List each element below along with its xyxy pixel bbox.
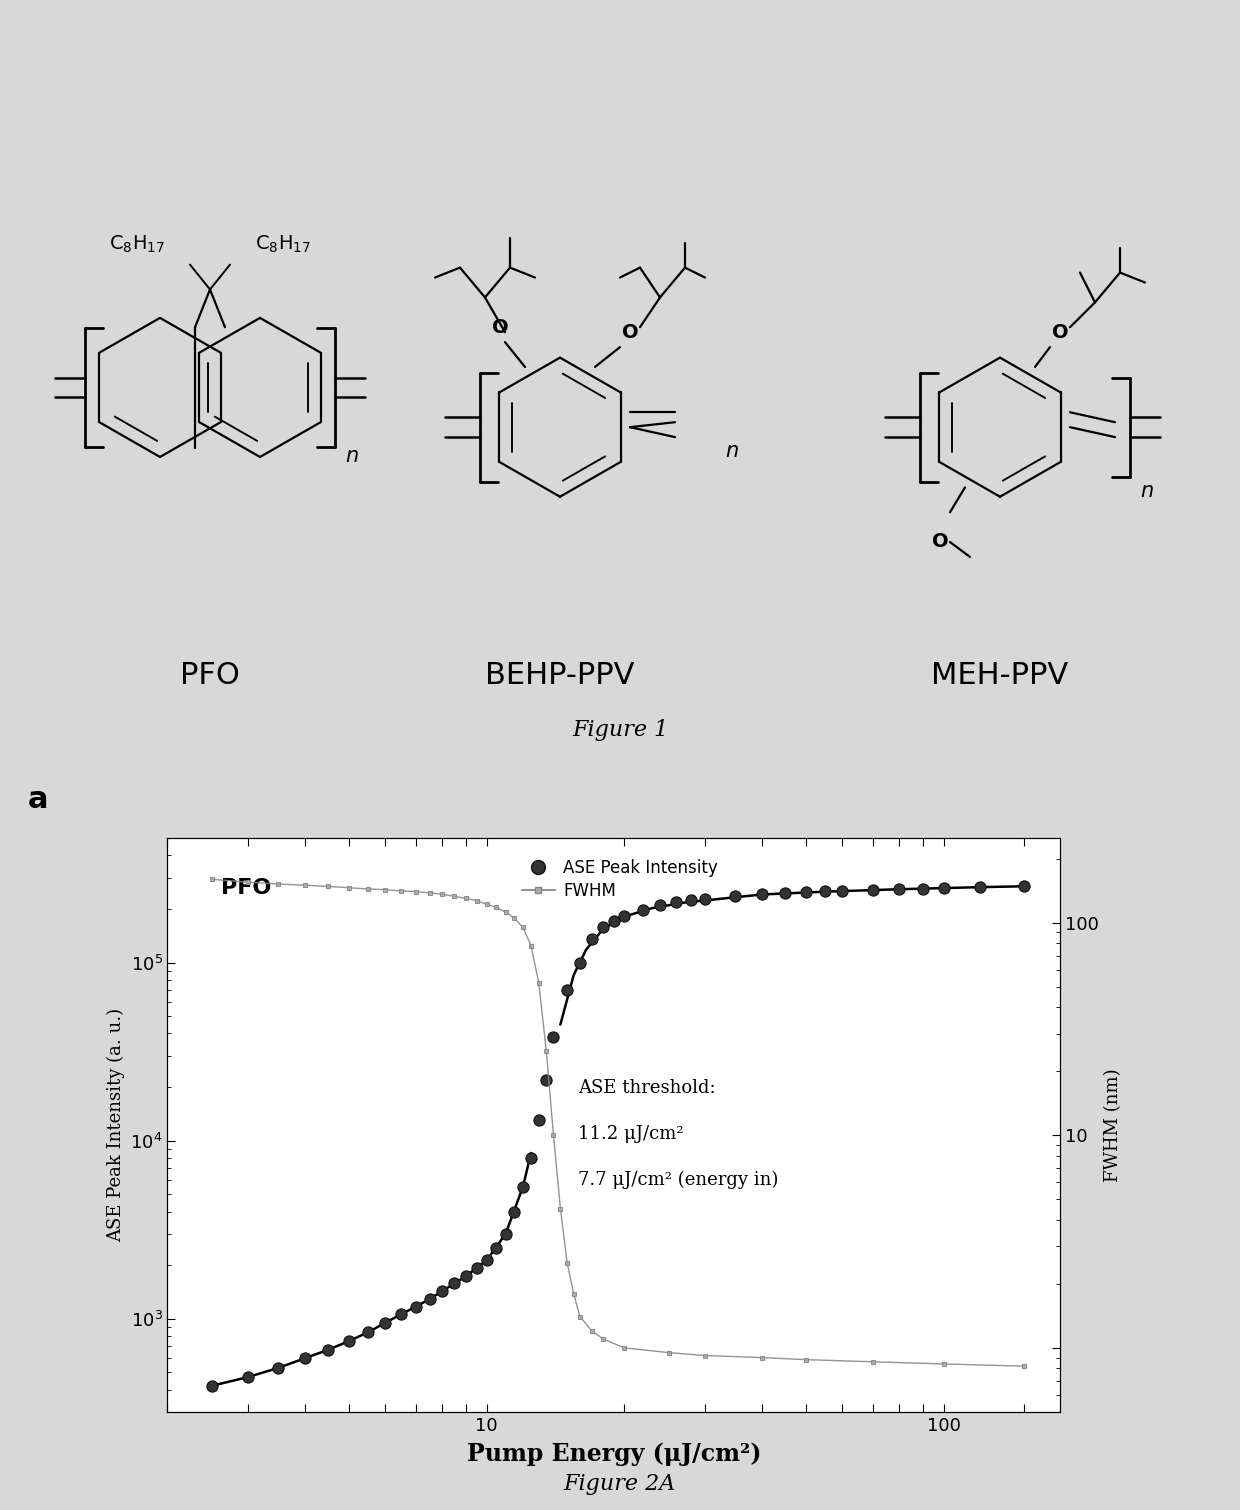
Point (1014, 874, 1034, 898)
Text: O: O (931, 532, 949, 551)
X-axis label: Pump Energy (μJ/cm²): Pump Energy (μJ/cm²) (466, 1442, 761, 1466)
Point (376, 1311, 396, 1335)
Point (582, 927, 601, 951)
Point (796, 880, 816, 904)
Point (445, 1271, 465, 1296)
Text: PFO: PFO (180, 661, 239, 690)
Text: ASE threshold:: ASE threshold: (578, 1080, 715, 1098)
Point (651, 892, 671, 917)
Text: n: n (1140, 480, 1153, 501)
Y-axis label: FWHM (nm): FWHM (nm) (1105, 1068, 1122, 1182)
Point (340, 1329, 360, 1353)
Point (681, 888, 701, 912)
Text: $\mathsf{C_8H_{17}}$: $\mathsf{C_8H_{17}}$ (109, 234, 165, 255)
Y-axis label: ASE Peak Intensity (a. u.): ASE Peak Intensity (a. u.) (107, 1007, 125, 1243)
Text: 11.2 μJ/cm²: 11.2 μJ/cm² (578, 1125, 683, 1143)
Point (934, 876, 954, 900)
Text: PFO: PFO (221, 879, 272, 898)
Point (863, 877, 883, 901)
Point (496, 1222, 516, 1246)
Point (634, 897, 653, 921)
Text: 7.7 μJ/cm² (energy in): 7.7 μJ/cm² (energy in) (578, 1170, 779, 1188)
Text: $\mathsf{C_8H_{17}}$: $\mathsf{C_8H_{17}}$ (255, 234, 311, 255)
Point (505, 1199, 525, 1223)
Point (456, 1264, 476, 1288)
Point (419, 1287, 439, 1311)
Point (694, 886, 714, 911)
Point (405, 1294, 425, 1318)
Point (614, 904, 634, 929)
Point (775, 880, 795, 904)
Point (666, 891, 686, 915)
Text: n: n (725, 441, 738, 461)
Point (513, 1175, 533, 1199)
Point (889, 877, 909, 901)
Point (486, 1235, 506, 1259)
Point (557, 978, 577, 1003)
Point (913, 876, 932, 900)
Point (202, 1374, 222, 1398)
Point (466, 1256, 486, 1280)
Text: O: O (621, 323, 639, 343)
Point (815, 879, 835, 903)
Point (295, 1345, 315, 1370)
Point (970, 876, 990, 900)
Point (477, 1249, 497, 1273)
Text: Figure 1: Figure 1 (572, 719, 668, 741)
Point (238, 1365, 258, 1389)
Text: O: O (492, 319, 508, 337)
Text: n: n (345, 445, 358, 467)
Text: Figure 2A: Figure 2A (564, 1472, 676, 1495)
Point (521, 1146, 541, 1170)
Point (358, 1320, 378, 1344)
Point (751, 882, 771, 906)
Point (392, 1302, 412, 1326)
Point (832, 879, 852, 903)
Text: a: a (27, 785, 48, 814)
Point (433, 1279, 453, 1303)
Legend: ASE Peak Intensity, FWHM: ASE Peak Intensity, FWHM (515, 852, 724, 906)
Point (319, 1338, 339, 1362)
Text: MEH-PPV: MEH-PPV (931, 661, 1069, 690)
Point (543, 1025, 563, 1049)
Point (725, 883, 745, 908)
Point (269, 1356, 289, 1380)
Point (594, 915, 614, 939)
Point (537, 1068, 557, 1092)
Text: BEHP-PPV: BEHP-PPV (485, 661, 635, 690)
Point (529, 1108, 549, 1132)
Text: O: O (1052, 323, 1069, 343)
Point (570, 950, 590, 974)
Point (604, 909, 624, 933)
